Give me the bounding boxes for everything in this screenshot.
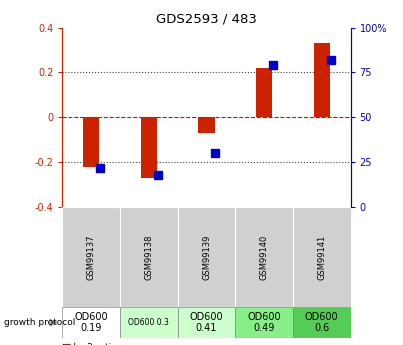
Text: GSM99140: GSM99140 [260, 234, 269, 280]
Bar [120, 307, 178, 338]
Text: OD600
0.41: OD600 0.41 [190, 312, 223, 333]
Text: OD600
0.19: OD600 0.19 [75, 312, 108, 333]
Text: GSM99138: GSM99138 [144, 234, 154, 280]
Text: GSM99137: GSM99137 [87, 234, 96, 280]
Bar [83, 117, 100, 167]
Bar [62, 207, 120, 307]
Text: GSM99141: GSM99141 [317, 234, 326, 280]
Bar [235, 307, 293, 338]
Bar [314, 43, 330, 117]
Text: OD600
0.49: OD600 0.49 [247, 312, 281, 333]
Bar [198, 117, 215, 133]
Text: growth protocol: growth protocol [4, 318, 75, 327]
Text: OD600 0.3: OD600 0.3 [129, 318, 169, 327]
Bar [120, 207, 178, 307]
Bar [178, 307, 235, 338]
Bar [178, 207, 235, 307]
Text: ■ log2 ratio: ■ log2 ratio [62, 343, 117, 345]
Text: ■: ■ [62, 343, 71, 345]
Bar [141, 117, 157, 178]
Bar [62, 307, 120, 338]
Bar [235, 207, 293, 307]
Text: GSM99139: GSM99139 [202, 234, 211, 280]
Bar [293, 207, 351, 307]
Title: GDS2593 / 483: GDS2593 / 483 [156, 12, 257, 25]
Bar [293, 307, 351, 338]
Text: OD600
0.6: OD600 0.6 [305, 312, 339, 333]
Bar [256, 68, 272, 117]
